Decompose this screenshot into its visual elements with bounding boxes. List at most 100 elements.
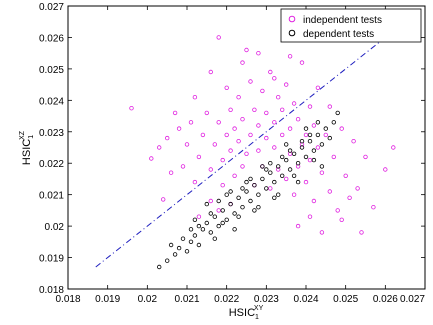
data-point: [319, 230, 325, 235]
data-point: [299, 145, 305, 150]
data-point: [295, 223, 301, 229]
data-point: [315, 120, 321, 125]
y-tick-label: 0.027: [39, 2, 64, 13]
data-point: [240, 204, 245, 210]
data-point: [160, 197, 166, 202]
data-point: [272, 76, 277, 81]
data-point: [256, 192, 261, 197]
data-point: [284, 142, 289, 147]
data-point: [351, 138, 356, 144]
data-point: [339, 217, 344, 222]
data-point: [323, 132, 328, 138]
data-point: [327, 189, 332, 194]
data-point: [323, 126, 328, 131]
data-point: [371, 204, 376, 210]
data-point: [212, 214, 217, 219]
legend-label-independent: independent tests: [303, 15, 382, 26]
data-point: [252, 208, 257, 213]
x-tick-label: 0.021: [174, 294, 199, 305]
data-point: [291, 192, 297, 197]
data-point: [196, 154, 202, 160]
data-point: [188, 120, 194, 125]
data-point: [256, 51, 261, 56]
y-tick-label: 0.018: [39, 285, 64, 296]
y-axis-ticks: 0.018 0.019 0.02 0.021 0.022 0.023 0.024 0.025 0…: [39, 2, 425, 296]
data-point: [149, 156, 154, 161]
data-point: [260, 176, 265, 182]
data-point: [295, 179, 301, 185]
data-point: [168, 170, 174, 175]
data-point: [248, 132, 253, 138]
data-point: [244, 179, 249, 185]
data-point: [303, 154, 309, 160]
data-point: [228, 148, 233, 153]
legend-marker-dependent: [288, 29, 296, 37]
data-point: [276, 192, 281, 197]
data-point: [256, 123, 261, 128]
x-tick-label: 0.025: [333, 294, 358, 305]
legend: independent tests dependent tests: [280, 8, 422, 43]
data-point: [188, 239, 194, 244]
data-point: [240, 60, 245, 65]
y-axis-label-main: HSIC: [21, 139, 33, 165]
data-point: [284, 157, 289, 163]
data-point: [252, 107, 257, 112]
data-point: [339, 126, 344, 131]
data-point: [383, 167, 388, 172]
data-point: [208, 198, 213, 204]
data-point: [256, 148, 261, 153]
data-point: [232, 227, 237, 232]
data-point: [204, 110, 209, 116]
x-tick-label: 0.024: [293, 294, 318, 305]
data-point: [268, 160, 273, 166]
data-point: [224, 85, 229, 90]
data-point: [287, 148, 293, 153]
data-point: [156, 264, 162, 270]
data-point: [260, 88, 265, 94]
data-point: [196, 242, 202, 248]
data-point: [248, 79, 253, 84]
data-point: [287, 167, 293, 172]
data-point: [260, 164, 265, 169]
data-point: [252, 182, 257, 188]
data-point: [315, 132, 321, 138]
x-axis-label-sub: 1: [255, 314, 259, 321]
data-point: [311, 198, 317, 204]
data-point: [176, 245, 182, 251]
data-point: [303, 126, 309, 131]
data-point: [299, 142, 305, 147]
data-point: [244, 47, 249, 53]
data-point: [244, 189, 249, 194]
x-tick-label: 0.026: [373, 294, 398, 305]
series-independent: [129, 35, 396, 235]
data-point: [295, 116, 301, 122]
data-point: [347, 195, 352, 200]
data-point: [311, 148, 317, 153]
data-point: [303, 179, 309, 185]
data-point: [236, 138, 241, 144]
data-point: [291, 151, 297, 156]
data-point: [236, 195, 241, 200]
x-tick-label: 0.019: [95, 294, 120, 305]
x-tick-label: 0.022: [214, 294, 239, 305]
data-point: [192, 233, 198, 238]
data-point: [359, 230, 364, 235]
legend-box: [280, 8, 422, 43]
data-point: [248, 176, 253, 182]
data-point: [236, 214, 241, 219]
data-point: [240, 116, 245, 122]
data-point: [164, 258, 170, 263]
data-point: [268, 170, 273, 175]
data-point: [307, 138, 313, 144]
y-tick-label: 0.019: [39, 254, 64, 265]
data-point: [280, 154, 285, 160]
data-point: [327, 135, 332, 141]
data-point: [319, 164, 325, 169]
data-point: [224, 217, 229, 222]
y-axis-label: HSIC1XZ: [19, 130, 35, 165]
reference-line: [95, 37, 386, 268]
data-point: [256, 204, 261, 210]
data-point: [307, 214, 313, 219]
x-axis-label: HSIC1 XY: [229, 305, 264, 321]
data-point: [268, 69, 273, 75]
